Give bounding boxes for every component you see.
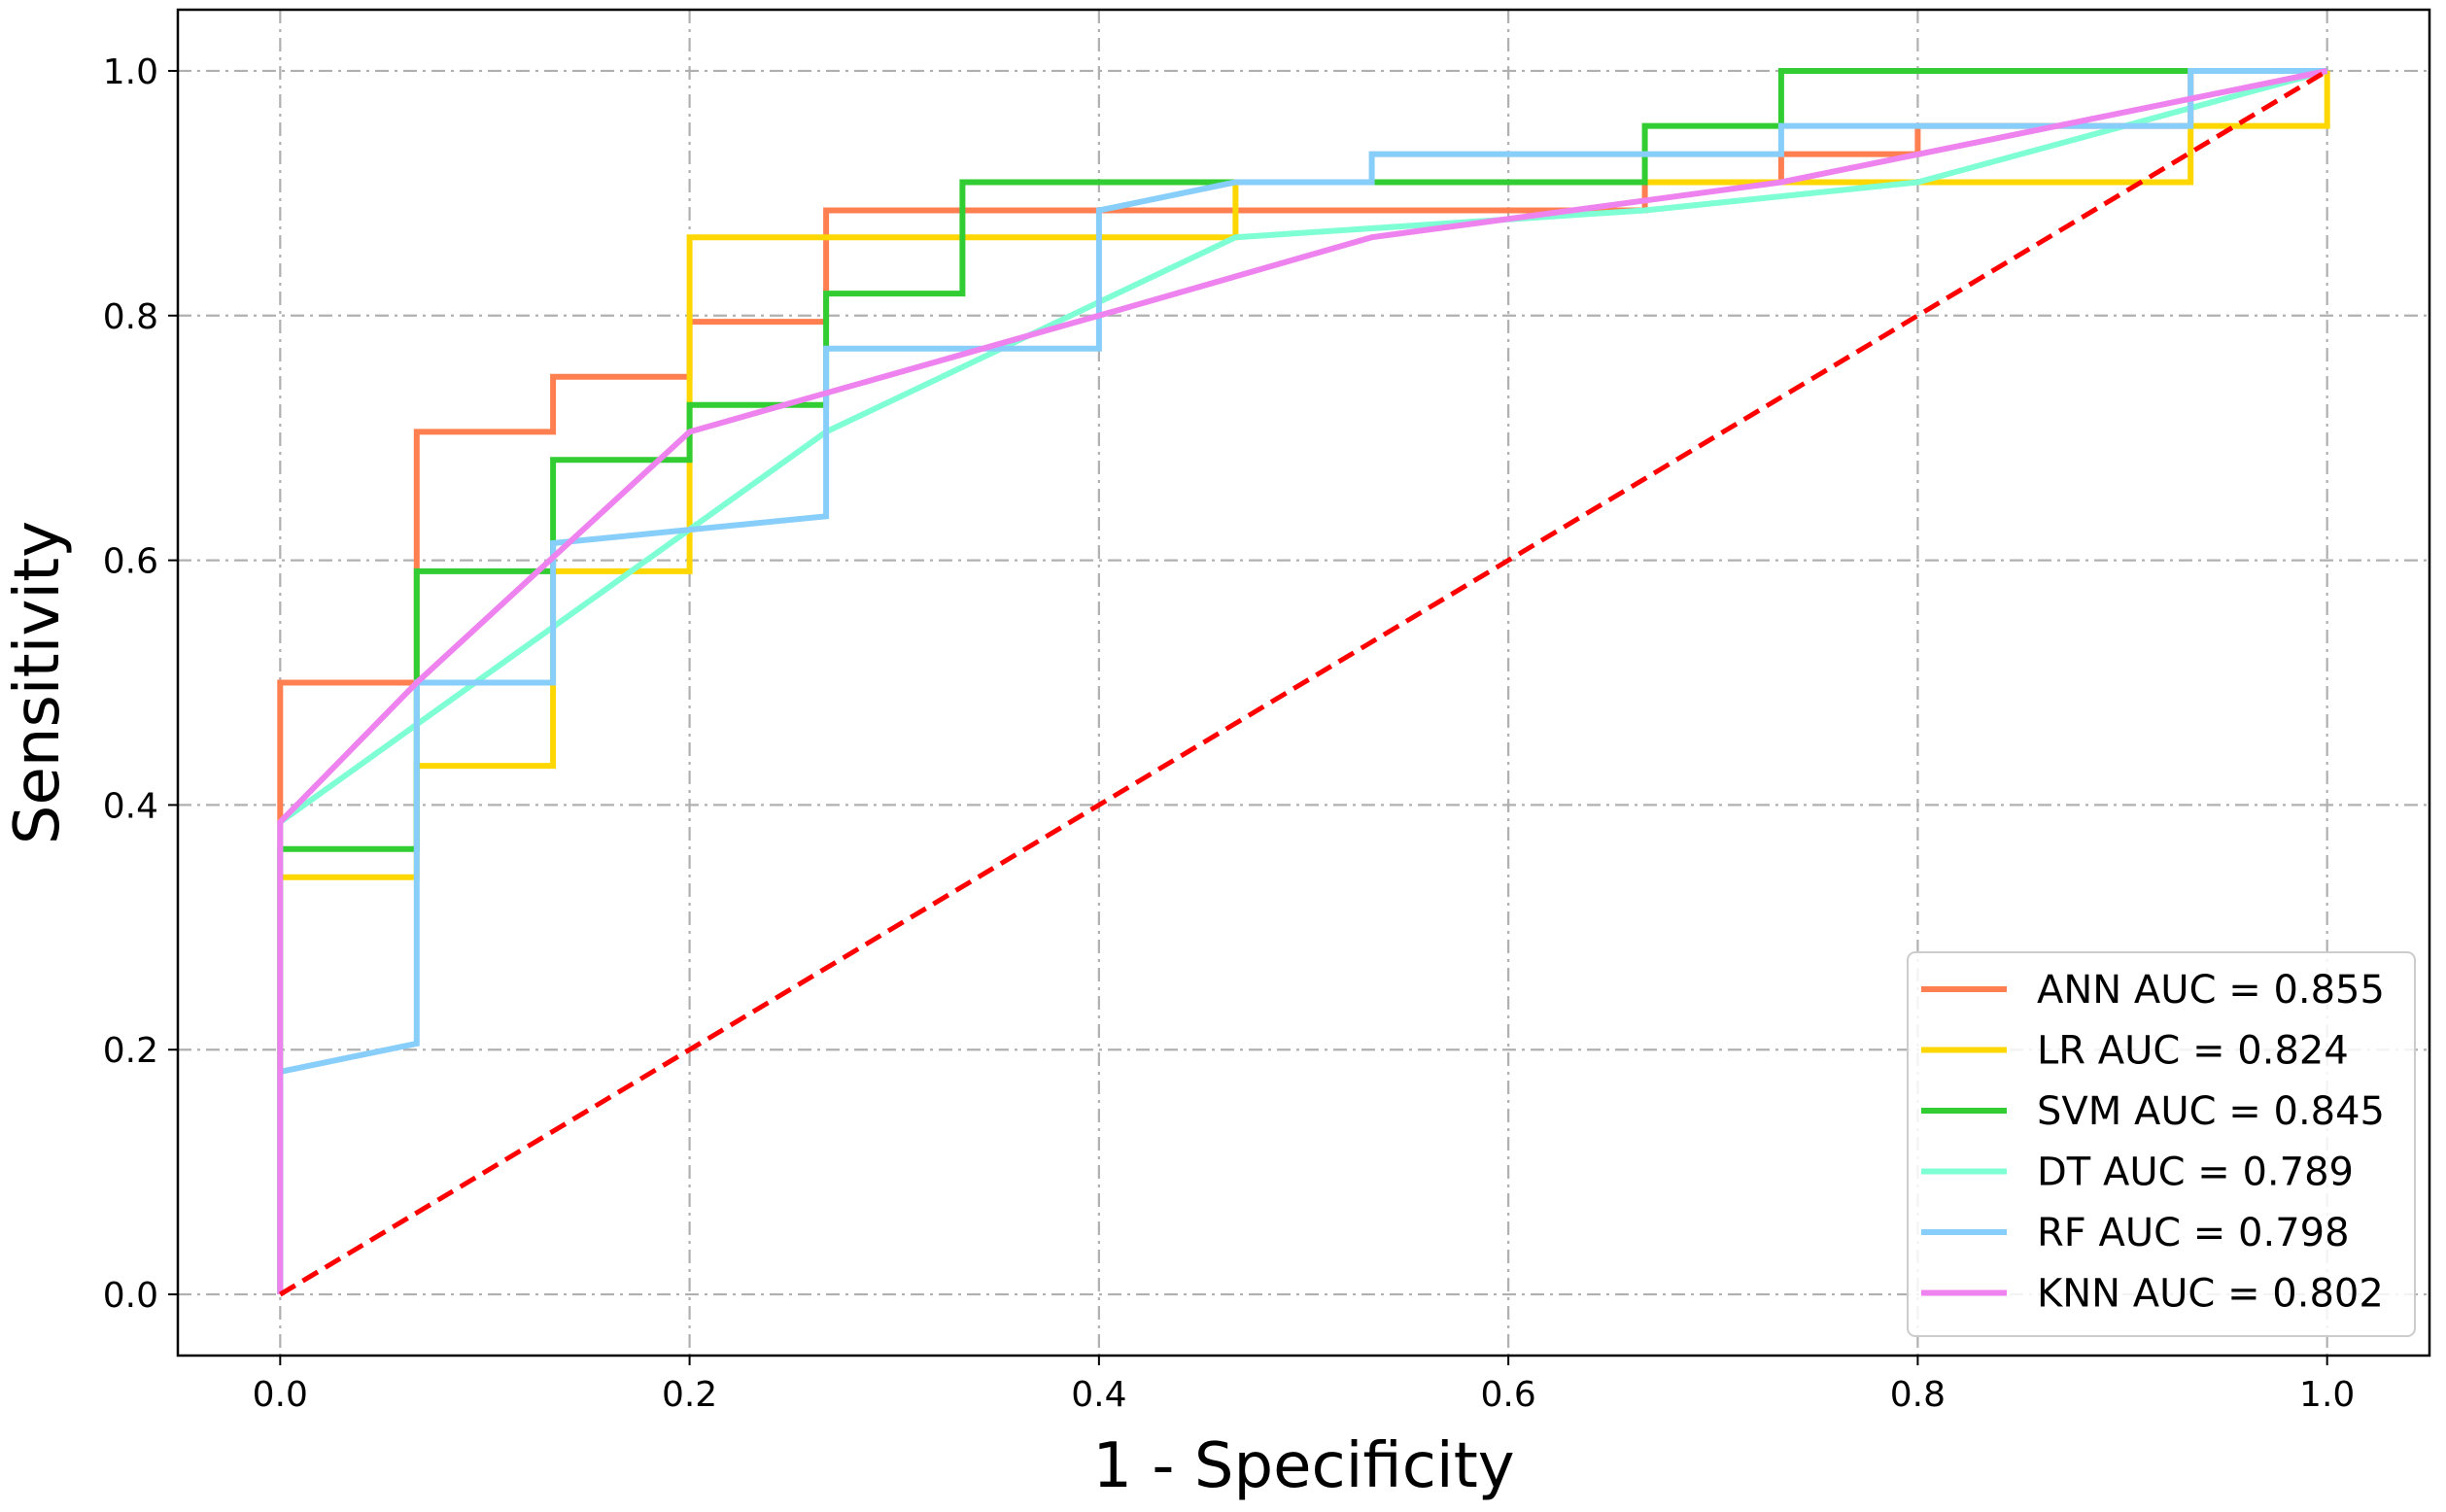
legend-label: LR AUC = 0.824 (2037, 1029, 2349, 1074)
legend-label: SVM AUC = 0.845 (2037, 1089, 2385, 1134)
plot-frame (176, 8, 2431, 1357)
y-tick-label: 0.2 (103, 1031, 158, 1071)
x-axis-label: 1 - Specificity (1092, 1430, 1514, 1502)
ticks: 0.0 0.2 0.4 0.6 0.8 1.0 0.0 0.2 0.4 0.6 0.8 1.0 (103, 52, 2356, 1415)
x-tick-label: 0.6 (1481, 1375, 1536, 1415)
series-layer (277, 68, 2330, 1297)
legend-label: DT AUC = 0.789 (2037, 1151, 2354, 1195)
reference-diagonal-line (279, 68, 2328, 1297)
y-tick-label: 0.0 (103, 1276, 158, 1316)
legend-label: KNN AUC = 0.802 (2037, 1272, 2384, 1317)
x-tick-label: 0.8 (1890, 1375, 1946, 1415)
y-tick-label: 0.6 (103, 542, 158, 582)
legend-label: RF AUC = 0.798 (2037, 1211, 2350, 1255)
series-line-knn (277, 68, 2328, 1294)
x-tick-label: 1.0 (2299, 1375, 2355, 1415)
y-tick-label: 1.0 (103, 52, 158, 92)
y-tick-label: 0.4 (103, 786, 158, 826)
legend-box (1907, 951, 2416, 1337)
y-tick-label: 0.8 (103, 297, 158, 337)
x-tick-label: 0.0 (253, 1375, 308, 1415)
legend-label: ANN AUC = 0.855 (2037, 968, 2385, 1013)
y-axis-label: Sensitivity (2, 521, 74, 844)
series-line-rf (277, 68, 2327, 1294)
x-tick-label: 0.4 (1071, 1375, 1126, 1415)
x-tick-label: 0.2 (662, 1375, 717, 1415)
legend: ANN AUC = 0.855 LR AUC = 0.824 SVM AUC = 0… (1907, 951, 2416, 1337)
